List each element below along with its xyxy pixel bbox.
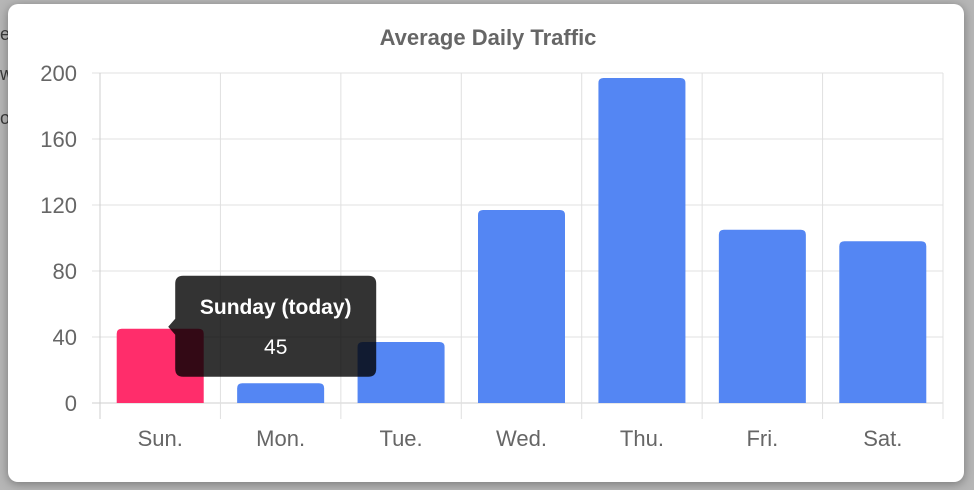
x-tick-label: Tue. [379,426,422,451]
bar-tue[interactable] [357,341,445,403]
y-tick-label: 40 [53,325,77,350]
bar-wed[interactable] [478,209,565,403]
backdrop-text-fragment: e [0,24,10,44]
chart-title: Average Daily Traffic [380,25,597,50]
tooltip-title: Sunday (today) [200,296,352,319]
x-tick-label: Wed. [496,426,547,451]
tooltip-box [168,275,377,377]
bar-fri[interactable] [718,229,806,403]
tooltip-value: 45 [264,336,287,359]
x-tick-label: Mon. [256,426,305,451]
x-tick-label: Sun. [138,426,183,451]
bar-thu[interactable] [598,77,686,403]
y-tick-label: 120 [40,193,77,218]
bar-sat[interactable] [839,241,927,403]
x-tick-label: Fri. [746,426,778,451]
chart-tooltip: Sunday (today) 45 [168,275,377,377]
bar-mon[interactable] [237,383,325,403]
x-tick-label: Thu. [620,426,664,451]
x-tick-label: Sat. [863,426,902,451]
y-axis: 0 40 80 120 160 200 [40,61,77,416]
y-tick-label: 160 [40,127,77,152]
y-tick-label: 200 [40,61,77,86]
backdrop-text-fragment: w [0,64,10,84]
x-axis: Sun. Mon. Tue. Wed. Thu. Fri. Sat. [138,426,903,451]
y-tick-label: 0 [65,391,77,416]
y-tick-label: 80 [53,259,77,284]
backdrop-text-fragment: o [0,108,10,128]
